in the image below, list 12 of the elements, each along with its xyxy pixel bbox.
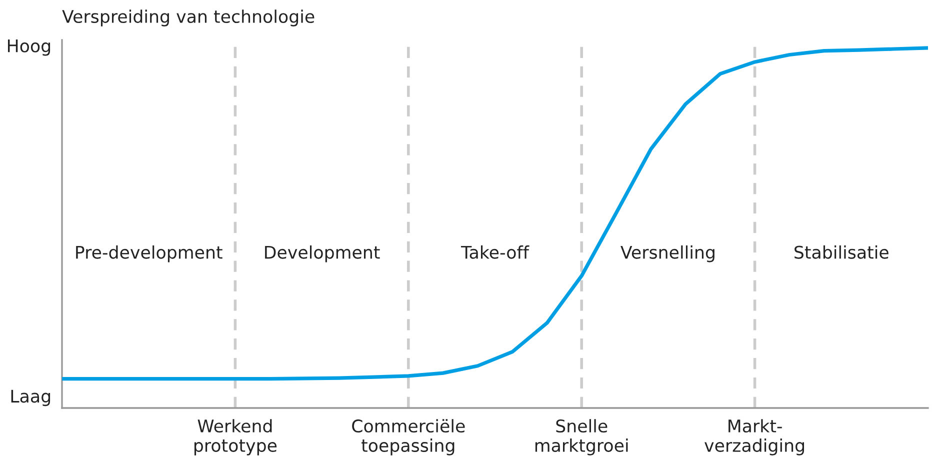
annotation: Pre-development — [76, 245, 222, 262]
x-tick-label: Werkend prototype — [194, 419, 277, 456]
text: Hoog — [8, 39, 50, 56]
text: Laag — [11, 390, 50, 406]
annotation: Take-off — [460, 245, 530, 259]
x-tick-label: Commerciële toepassing — [352, 419, 465, 456]
annotation: Stabilisatie — [794, 245, 888, 259]
chart-title: Verspreiding van technologie — [62, 10, 314, 26]
x-tick-label: Markt- verzadiging — [704, 419, 804, 456]
annotation: Development — [265, 245, 380, 262]
annotation: Versnelling — [620, 245, 714, 262]
x-tick-label: Snelle marktgroei — [535, 419, 628, 456]
